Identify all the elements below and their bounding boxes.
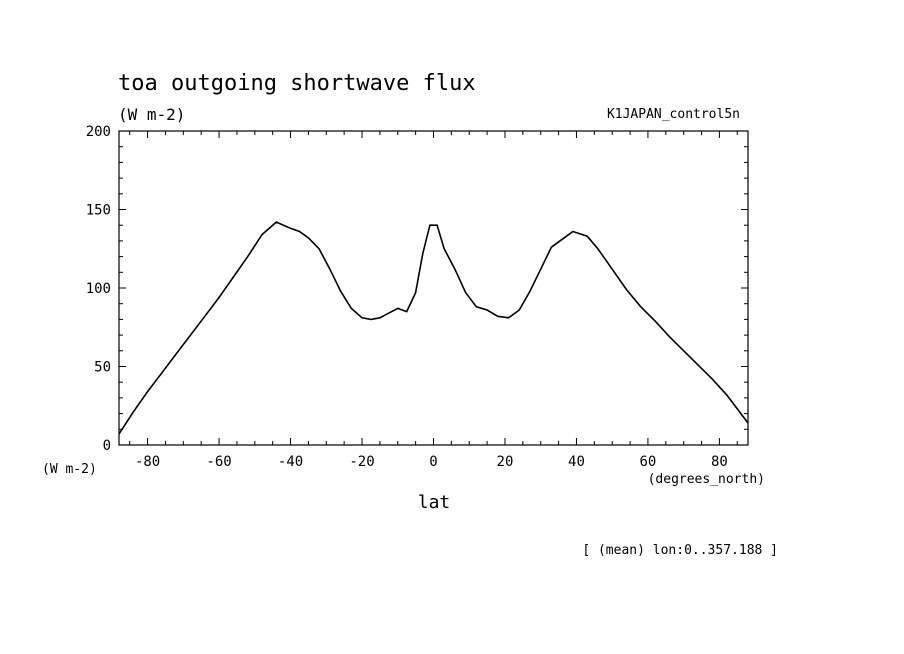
y-axis-units: (W m-2) [42, 462, 97, 477]
x-tick-label: 40 [568, 454, 585, 470]
chart-units: (W m-2) [118, 105, 185, 124]
x-tick-label: -60 [206, 454, 231, 470]
x-axis-label: lat [418, 492, 451, 513]
plot-border [118, 130, 749, 446]
y-tick-label: 200 [86, 124, 111, 140]
y-tick-label: 0 [103, 438, 111, 454]
x-tick-label: -20 [349, 454, 374, 470]
y-tick-label: 50 [94, 360, 111, 376]
series-line [118, 221, 749, 435]
x-tick-label: -80 [135, 454, 160, 470]
chart-title: toa outgoing shortwave flux [118, 71, 476, 96]
averaging-note: [ (mean) lon:0..357.188 ] [582, 543, 778, 558]
y-tick-label: 100 [86, 281, 111, 297]
plot-frame [118, 130, 749, 446]
x-tick-label: -40 [278, 454, 303, 470]
y-tick-label: 150 [86, 203, 111, 219]
dataset-label: K1JAPAN_control5n [607, 107, 740, 122]
x-tick-label: 60 [640, 454, 657, 470]
x-tick-label: 20 [497, 454, 514, 470]
x-tick-label: 0 [429, 454, 437, 470]
x-axis-units: (degrees_north) [648, 472, 765, 487]
x-axis: -80 -60 -40 -20 0 20 40 60 80 [129, 131, 738, 470]
x-tick-label: 80 [711, 454, 728, 470]
y-axis: 0 50 100 150 200 [86, 124, 748, 454]
